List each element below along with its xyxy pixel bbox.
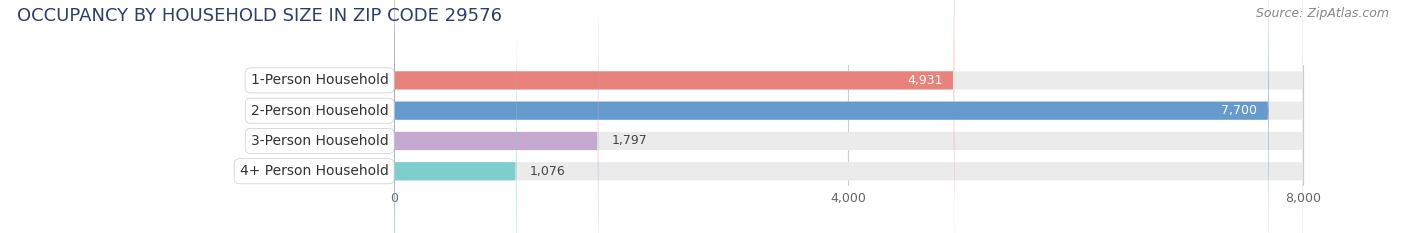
Text: 7,700: 7,700 — [1222, 104, 1257, 117]
FancyBboxPatch shape — [394, 0, 1303, 233]
FancyBboxPatch shape — [394, 0, 516, 233]
FancyBboxPatch shape — [394, 0, 1303, 233]
Text: 1-Person Household: 1-Person Household — [250, 73, 388, 87]
FancyBboxPatch shape — [394, 0, 955, 233]
Text: 2-Person Household: 2-Person Household — [250, 104, 388, 118]
Text: 4+ Person Household: 4+ Person Household — [239, 164, 388, 178]
Text: Source: ZipAtlas.com: Source: ZipAtlas.com — [1256, 7, 1389, 20]
FancyBboxPatch shape — [394, 0, 1303, 233]
Text: 3-Person Household: 3-Person Household — [250, 134, 388, 148]
Text: 1,797: 1,797 — [612, 134, 648, 147]
FancyBboxPatch shape — [394, 0, 599, 233]
FancyBboxPatch shape — [394, 0, 1303, 233]
Text: 1,076: 1,076 — [530, 165, 565, 178]
Text: OCCUPANCY BY HOUSEHOLD SIZE IN ZIP CODE 29576: OCCUPANCY BY HOUSEHOLD SIZE IN ZIP CODE … — [17, 7, 502, 25]
Text: 4,931: 4,931 — [907, 74, 943, 87]
FancyBboxPatch shape — [394, 0, 1268, 233]
